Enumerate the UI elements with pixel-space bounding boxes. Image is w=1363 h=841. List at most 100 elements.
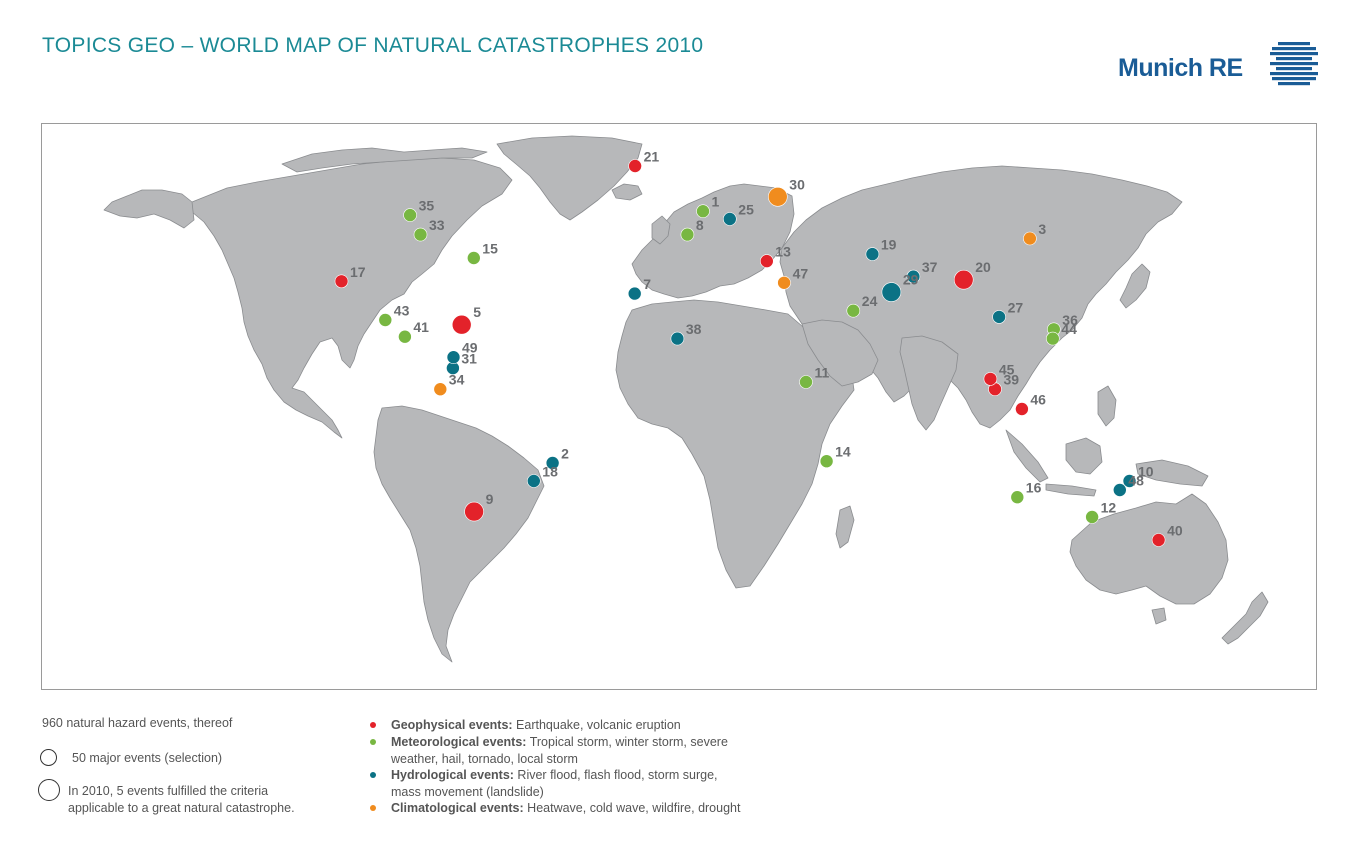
land-java bbox=[1045, 483, 1097, 497]
event-label-49: 49 bbox=[462, 340, 478, 356]
event-marker-5[interactable] bbox=[451, 314, 472, 335]
event-label-10: 10 bbox=[1138, 464, 1154, 480]
event-label-39: 39 bbox=[1004, 372, 1020, 388]
title-main: WORLD MAP OF NATURAL CATASTROPHES 2010 bbox=[199, 34, 704, 57]
event-marker-17[interactable] bbox=[334, 274, 349, 289]
land-india bbox=[899, 335, 959, 431]
event-marker-41[interactable] bbox=[398, 329, 412, 344]
title-topic: TOPICS GEO bbox=[42, 34, 176, 57]
event-marker-49[interactable] bbox=[446, 350, 461, 364]
event-label-40: 40 bbox=[1167, 523, 1183, 539]
event-marker-15[interactable] bbox=[466, 251, 481, 265]
event-marker-45[interactable] bbox=[983, 372, 998, 386]
event-label-34: 34 bbox=[449, 372, 465, 388]
event-label-3: 3 bbox=[1038, 221, 1046, 237]
event-label-19: 19 bbox=[881, 237, 897, 253]
event-label-48: 48 bbox=[1128, 473, 1144, 489]
world-map[interactable]: 1 2 3 5 7 8 9 10 11 12 13 14 15 16 17 18 19 20 21 24 25 27 29 3… bbox=[41, 123, 1317, 690]
great-catastrophe-circle-icon bbox=[38, 779, 60, 801]
event-marker-47[interactable] bbox=[777, 276, 791, 290]
legend-great-line1: In 2010, 5 events fulfilled the criteria bbox=[68, 784, 269, 798]
legend-category-name: Meteorological events: bbox=[391, 735, 527, 749]
legend-category-description: Heatwave, cold wave, wildfire, drought bbox=[523, 801, 741, 815]
munich-re-stripes-icon bbox=[1270, 42, 1318, 86]
event-label-11: 11 bbox=[815, 365, 830, 381]
land-philippines bbox=[1097, 385, 1117, 427]
event-label-12: 12 bbox=[1101, 500, 1117, 516]
event-marker-9[interactable] bbox=[464, 501, 484, 522]
land-madagascar bbox=[835, 505, 855, 549]
event-marker-30[interactable] bbox=[767, 187, 788, 207]
event-label-13: 13 bbox=[775, 244, 791, 260]
legend-category-name: Climatological events: bbox=[391, 801, 524, 815]
event-label-47: 47 bbox=[793, 265, 809, 281]
event-label-16: 16 bbox=[1026, 480, 1042, 496]
event-label-38: 38 bbox=[686, 321, 702, 337]
logo-text: Munich RE bbox=[1118, 54, 1243, 82]
event-marker-46[interactable] bbox=[1015, 402, 1029, 416]
event-marker-10[interactable] bbox=[1122, 474, 1137, 488]
event-label-8: 8 bbox=[696, 217, 704, 233]
event-marker-18[interactable] bbox=[526, 474, 541, 488]
land-british-isles bbox=[651, 215, 671, 245]
land-sumatra bbox=[1005, 429, 1049, 483]
event-marker-29[interactable] bbox=[881, 282, 902, 302]
event-marker-43[interactable] bbox=[378, 313, 393, 327]
event-marker-34[interactable] bbox=[433, 382, 448, 397]
event-label-18: 18 bbox=[542, 464, 558, 480]
event-marker-13[interactable] bbox=[759, 254, 774, 268]
legend-category-text: Climatological events: Heatwave, cold wa… bbox=[391, 800, 740, 817]
event-marker-48[interactable] bbox=[1113, 483, 1127, 497]
legend-category-description: Earthquake, volcanic eruption bbox=[512, 718, 681, 732]
land-greenland bbox=[496, 135, 643, 221]
land-arctic-islands bbox=[281, 147, 488, 173]
land-north-america bbox=[191, 157, 513, 439]
event-label-27: 27 bbox=[1008, 299, 1024, 315]
munich-re-logo: Munich RE bbox=[1118, 38, 1323, 90]
legend-category-text: Hydrological events: River flood, flash … bbox=[391, 767, 718, 800]
event-label-20: 20 bbox=[975, 259, 991, 275]
legend-category-name: Hydrological events: bbox=[391, 768, 514, 782]
event-label-37: 37 bbox=[922, 259, 938, 275]
event-marker-33[interactable] bbox=[413, 227, 428, 242]
event-label-31: 31 bbox=[461, 351, 477, 367]
event-marker-7[interactable] bbox=[627, 286, 642, 301]
land-new-zealand bbox=[1221, 591, 1269, 645]
event-marker-1[interactable] bbox=[696, 204, 710, 218]
event-marker-21[interactable] bbox=[628, 159, 642, 173]
legend-category-description: River flood, flash flood, storm surge, bbox=[513, 768, 718, 782]
event-label-43: 43 bbox=[394, 303, 410, 319]
event-marker-16[interactable] bbox=[1010, 490, 1025, 505]
event-marker-37[interactable] bbox=[906, 269, 921, 284]
event-marker-35[interactable] bbox=[403, 208, 417, 222]
climatological-dot-icon bbox=[370, 805, 376, 811]
event-marker-38[interactable] bbox=[670, 331, 685, 346]
event-marker-24[interactable] bbox=[846, 303, 861, 318]
event-marker-12[interactable] bbox=[1085, 510, 1099, 524]
event-marker-8[interactable] bbox=[680, 227, 695, 242]
land-arabia bbox=[801, 319, 879, 387]
event-label-41: 41 bbox=[413, 319, 429, 335]
event-marker-19[interactable] bbox=[865, 247, 880, 261]
event-marker-27[interactable] bbox=[992, 310, 1006, 324]
event-marker-14[interactable] bbox=[819, 454, 834, 469]
event-marker-25[interactable] bbox=[722, 212, 737, 226]
land-iceland bbox=[611, 183, 643, 201]
event-marker-40[interactable] bbox=[1151, 533, 1166, 547]
land-europe bbox=[631, 183, 795, 299]
page-title: TOPICS GEO – WORLD MAP OF NATURAL CATAST… bbox=[42, 34, 703, 58]
event-marker-20[interactable] bbox=[953, 269, 974, 290]
event-marker-11[interactable] bbox=[799, 375, 813, 389]
event-marker-2[interactable] bbox=[545, 456, 560, 470]
legend-category-text: Meteorological events: Tropical storm, w… bbox=[391, 734, 728, 767]
land-new-guinea bbox=[1135, 459, 1209, 487]
event-marker-44[interactable] bbox=[1045, 331, 1060, 346]
event-label-46: 46 bbox=[1030, 392, 1046, 408]
event-label-24: 24 bbox=[862, 293, 878, 309]
land-australia bbox=[1069, 493, 1229, 605]
event-label-1: 1 bbox=[712, 194, 720, 210]
event-label-14: 14 bbox=[835, 444, 851, 460]
event-label-36: 36 bbox=[1062, 312, 1078, 328]
legend-total-count: 960 natural hazard events, thereof bbox=[42, 716, 233, 730]
event-marker-3[interactable] bbox=[1023, 231, 1037, 246]
